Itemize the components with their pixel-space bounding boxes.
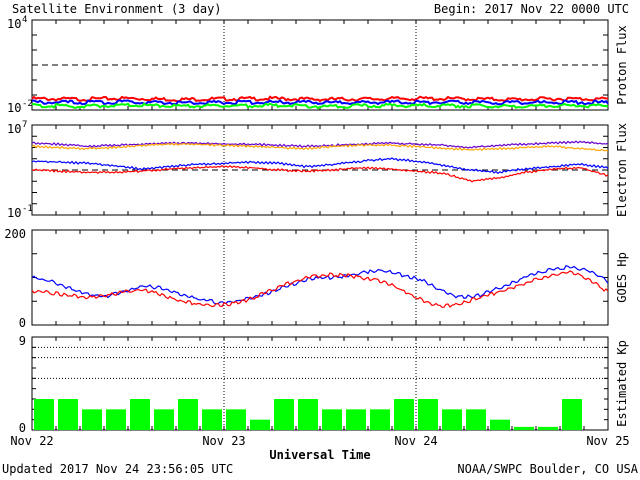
- kp-bar: [130, 399, 150, 430]
- y-max-exponent: 7: [22, 120, 27, 130]
- y-tick-label: 9: [19, 334, 26, 348]
- credit-label: NOAA/SWPC Boulder, CO USA: [457, 462, 638, 476]
- kp-bar: [370, 409, 390, 430]
- kp-bar: [106, 409, 126, 430]
- kp-bar: [34, 399, 54, 430]
- kp-bar: [466, 409, 486, 430]
- kp-bar: [226, 409, 246, 430]
- kp-bar: [394, 399, 414, 430]
- kp-bar: [274, 399, 294, 430]
- y-axis-label: Electron Flux: [615, 123, 629, 217]
- y-axis-label: Estimated Kp: [615, 340, 629, 427]
- kp-bar: [346, 409, 366, 430]
- updated-time: Updated 2017 Nov 24 23:56:05 UTC: [2, 462, 234, 476]
- x-tick-label: Nov 23: [202, 434, 245, 448]
- y-axis-label: GOES Hp: [615, 252, 629, 303]
- kp-bar: [514, 426, 534, 430]
- begin-time: Begin: 2017 Nov 22 0000 UTC: [433, 2, 629, 16]
- x-tick-label: Nov 25: [586, 434, 629, 448]
- x-axis-label: Universal Time: [269, 448, 370, 462]
- y-tick-label: 200: [4, 227, 26, 241]
- kp-bar: [154, 409, 174, 430]
- y-tick-label: 0: [19, 316, 26, 330]
- y-min-label: 10: [7, 101, 21, 115]
- kp-bar: [442, 409, 462, 430]
- y-max-exponent: 4: [22, 15, 27, 25]
- kp-bar: [538, 426, 558, 430]
- y-min-exponent: -1: [22, 204, 33, 214]
- kp-bar: [202, 409, 222, 430]
- electron-series-orange: [31, 142, 609, 152]
- x-tick-label: Nov 22: [10, 434, 53, 448]
- electron-series-blue: [31, 157, 609, 175]
- kp-bar: [298, 399, 318, 430]
- kp-bar: [250, 419, 270, 430]
- panel-frame: [31, 19, 609, 111]
- kp-bar: [82, 409, 102, 430]
- kp-bar: [562, 399, 582, 430]
- kp-bar: [322, 409, 342, 430]
- kp-bar: [418, 399, 438, 430]
- kp-bar: [58, 399, 78, 430]
- proton-series-red: [31, 95, 609, 103]
- chart-title: Satellite Environment (3 day): [12, 2, 222, 16]
- proton-series-blue: [31, 99, 609, 106]
- kp-bar: [490, 419, 510, 430]
- goes-hp-series-red: [31, 270, 609, 308]
- y-min-label: 10: [7, 206, 21, 220]
- electron-series-red: [31, 164, 609, 183]
- y-axis-label: Proton Flux: [615, 25, 629, 104]
- kp-bar: [178, 399, 198, 430]
- proton-series-green: [31, 102, 609, 110]
- y-min-exponent: -2: [22, 99, 33, 109]
- y-tick-label: 0: [19, 421, 26, 435]
- y-max-label: 10: [7, 122, 21, 136]
- x-tick-label: Nov 24: [394, 434, 437, 448]
- y-max-label: 10: [7, 17, 21, 31]
